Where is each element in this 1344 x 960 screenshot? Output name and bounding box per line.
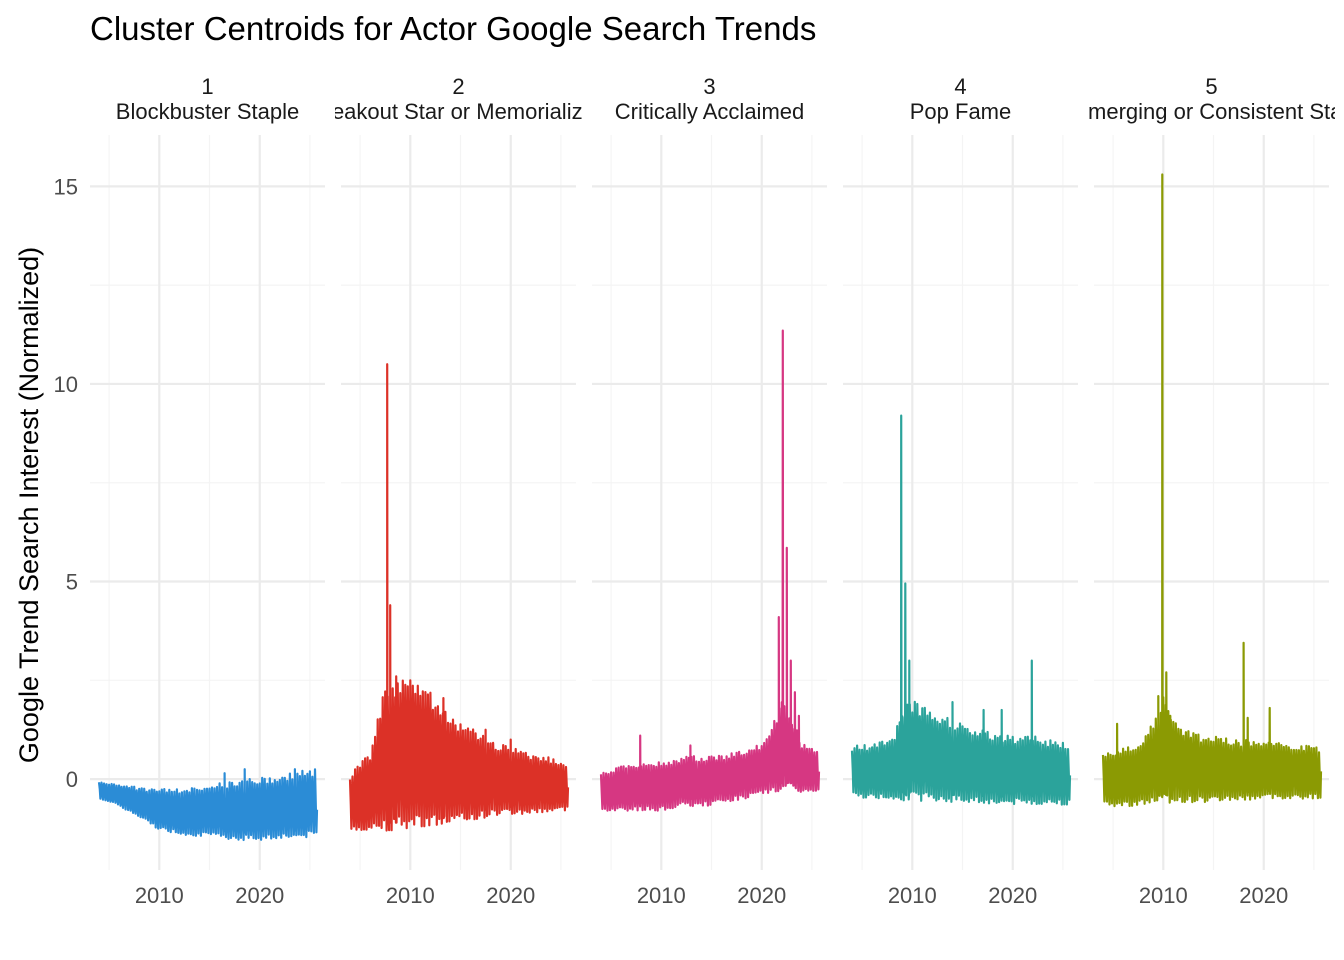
x-tick-label: 2020	[737, 883, 786, 908]
facet-name-label: Emerging or Consistent Star	[1073, 99, 1344, 124]
y-tick-label: 10	[54, 372, 78, 397]
facet-name-label: Pop Fame	[910, 99, 1012, 124]
x-tick-label: 2010	[1139, 883, 1188, 908]
facet-number-label: 1	[201, 74, 213, 99]
series-line-cluster-2	[348, 363, 570, 832]
x-tick-label: 2020	[235, 883, 284, 908]
facet-number-label: 3	[703, 74, 715, 99]
x-tick-label: 2010	[888, 883, 937, 908]
x-tick-label: 2020	[1239, 883, 1288, 908]
x-tick-label: 2020	[486, 883, 535, 908]
facet-name-label: Critically Acclaimed	[615, 99, 805, 124]
x-tick-label: 2020	[988, 883, 1037, 908]
chart-title: Cluster Centroids for Actor Google Searc…	[90, 10, 816, 47]
series-line-cluster-5	[1101, 173, 1323, 808]
y-tick-label: 5	[66, 570, 78, 595]
y-tick-label: 0	[66, 767, 78, 792]
facet-number-label: 5	[1205, 74, 1217, 99]
y-tick-label: 15	[54, 174, 78, 199]
facet-number-label: 4	[954, 74, 966, 99]
y-axis-label: Google Trend Search Interest (Normalized…	[14, 247, 44, 763]
facet-name-label: Breakout Star or Memorialized	[310, 99, 607, 124]
series-line-cluster-3	[599, 329, 821, 812]
x-tick-label: 2010	[135, 883, 184, 908]
series-line-cluster-1	[97, 768, 319, 842]
facet-number-label: 2	[452, 74, 464, 99]
y-axis-ticks: 0 5 10 15	[54, 174, 78, 792]
x-tick-label: 2010	[386, 883, 435, 908]
series-line-cluster-4	[850, 414, 1072, 806]
facet-name-label: Blockbuster Staple	[116, 99, 299, 124]
x-tick-label: 2010	[637, 883, 686, 908]
